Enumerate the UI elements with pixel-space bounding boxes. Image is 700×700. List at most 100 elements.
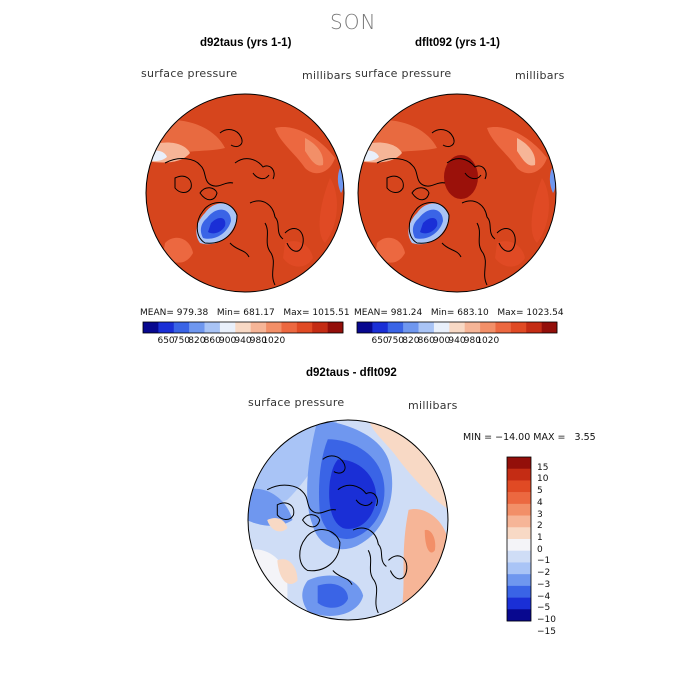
panel2-map-border — [357, 93, 557, 293]
diff-colorbar-swatch — [507, 609, 531, 622]
panel1-stats: MEAN= 979.38 Min= 681.17 Max= 1015.51 — [140, 308, 350, 318]
panel2-max-label: Max= — [497, 308, 524, 318]
panel2-colorbar-swatch — [357, 322, 373, 333]
panel2-colorbar-tick-label: 980 — [463, 336, 481, 346]
panel1-colorbar-tick-label: 650 — [157, 336, 175, 346]
diff-units-label: millibars — [408, 399, 458, 412]
diff-colorbar-swatch — [507, 457, 531, 470]
panel2-colorbar-swatch — [464, 322, 481, 333]
panel2-colorbar-swatch — [403, 322, 419, 333]
panel2-variable-label: surface pressure — [355, 67, 452, 80]
diff-colorbar-tick-label: 15 — [537, 462, 549, 473]
diff-polar-map — [247, 419, 449, 621]
panel2-colorbar-swatch — [449, 322, 465, 333]
diff-colorbar-tick-label: 10 — [537, 474, 549, 485]
panel2-stats: MEAN= 981.24 Min= 683.10 Max= 1023.54 — [354, 308, 564, 318]
panel1-colorbar-swatch — [143, 322, 159, 333]
panel2-min-label: Min= — [430, 308, 455, 318]
diff-colorbar — [506, 456, 532, 622]
panel1-colorbar-ticks: 650 750 820 860 900 940 980 1020 — [143, 336, 343, 348]
diff-colorbar-tick-label: 4 — [537, 497, 543, 508]
panel2-colorbar-swatch — [541, 322, 558, 333]
diff-colorbar-swatch — [507, 562, 531, 575]
diff-colorbar-swatch — [507, 585, 531, 598]
panel1-max-value: 1015.51 — [312, 308, 350, 318]
panel2-units-label: millibars — [515, 69, 565, 82]
panel2-colorbar-tick-label: 900 — [433, 336, 451, 346]
diff-colorbar-tick-label: −2 — [537, 568, 551, 579]
panel2-colorbar-tick-label: 940 — [448, 336, 466, 346]
panel1-colorbar-tick-label: 1020 — [262, 336, 286, 346]
panel1-colorbar-swatch — [219, 322, 236, 333]
diff-colorbar-tick-label: 0 — [537, 544, 543, 555]
panel2-colorbar-swatch — [372, 322, 389, 333]
panel1-colorbar-tick-label: 750 — [172, 336, 191, 346]
panel1-units-label: millibars — [302, 69, 352, 82]
panel2-colorbar-tick-label: 860 — [417, 336, 435, 346]
diff-colorbar-tick-label: −10 — [537, 615, 556, 625]
panel2-colorbar — [356, 321, 558, 334]
diff-colorbar-ticks: 15 10 5 4 3 2 1 0 −1 −2 −3 −4 −5 −10 −15 — [537, 457, 577, 637]
panel1-colorbar-swatch — [266, 322, 282, 333]
diff-colorbar-tick-label: −5 — [537, 603, 551, 614]
panel2-colorbar-border — [356, 321, 558, 334]
panel1-colorbar-tick-label: 980 — [249, 336, 267, 346]
panel1-variable-label: surface pressure — [141, 67, 238, 80]
panel1-title: d92taus (yrs 1-1) — [200, 37, 292, 49]
panel2-coastlines — [376, 129, 516, 286]
panel2-colorbar-swatch — [526, 322, 542, 333]
diff-colorbar-tick-label: −1 — [537, 556, 551, 567]
panel2-colorbar-swatch — [433, 322, 450, 333]
panel2-mean-value: 981.24 — [390, 308, 423, 318]
diff-colorbar-tick-label: 1 — [537, 533, 543, 543]
panel2-arctic-high — [444, 155, 478, 199]
diff-colorbar-swatch — [507, 527, 531, 540]
panel2-colorbar-ticks: 650 750 820 860 900 940 980 1020 — [357, 336, 557, 348]
panel2-colorbar-tick-label: 820 — [402, 336, 420, 346]
panel2-colorbar-swatch — [418, 322, 435, 333]
panel2-max-value: 1023.54 — [526, 308, 564, 318]
diff-minmax: MIN = −14.00 MAX = 3.55 — [463, 432, 596, 443]
panel1-colorbar-swatch — [312, 322, 328, 333]
panel1-colorbar-tick-label: 860 — [203, 336, 221, 346]
panel1-max-label: Max= — [283, 308, 310, 318]
panel2-colorbar-swatch — [495, 322, 512, 333]
panel1-mean-value: 979.38 — [176, 308, 209, 318]
diff-variable-label: surface pressure — [248, 396, 345, 409]
panel1-colorbar-tick-label: 940 — [234, 336, 252, 346]
panel1-colorbar-swatch — [173, 322, 190, 333]
panel1-min-label: Min= — [216, 308, 241, 318]
panel2-colorbar-tick-label: 1020 — [476, 336, 500, 346]
panel1-map-border — [145, 93, 345, 293]
panel2-min-value: 683.10 — [457, 308, 489, 318]
diff-colorbar-swatch — [507, 492, 531, 505]
panel1-colorbar-swatch — [281, 322, 298, 333]
diff-map-border — [247, 419, 449, 621]
panel1-mean-label: MEAN= — [140, 308, 174, 318]
diff-colorbar-tick-label: −15 — [537, 626, 556, 637]
panel2-colorbar-swatch — [510, 322, 527, 333]
season-title: SON — [330, 10, 377, 34]
diff-colorbar-swatch — [507, 468, 531, 481]
panel2-polar-map — [357, 93, 557, 293]
panel2-colorbar-tick-label: 650 — [371, 336, 389, 346]
panel2-colorbar-swatch — [480, 322, 496, 333]
panel1-colorbar-swatch — [327, 322, 344, 333]
diff-title: d92taus - dflt092 — [306, 367, 397, 379]
panel1-coastlines — [164, 129, 304, 286]
panel2-title: dflt092 (yrs 1-1) — [415, 37, 501, 49]
diff-colorbar-border — [506, 456, 532, 622]
diff-colorbar-swatch — [507, 550, 531, 563]
panel1-colorbar — [142, 321, 344, 334]
diff-colorbar-tick-label: 5 — [537, 486, 543, 497]
panel1-colorbar-tick-label: 820 — [188, 336, 206, 346]
panel1-colorbar-border — [142, 321, 344, 334]
diff-colorbar-tick-label: 2 — [537, 521, 543, 532]
diff-colorbar-swatch — [507, 480, 531, 493]
panel1-polar-map — [145, 93, 345, 293]
panel1-colorbar-swatch — [235, 322, 251, 333]
diff-colorbar-tick-label: 3 — [537, 509, 543, 520]
diff-colorbar-swatch — [507, 515, 531, 528]
panel2-colorbar-swatch — [387, 322, 404, 333]
